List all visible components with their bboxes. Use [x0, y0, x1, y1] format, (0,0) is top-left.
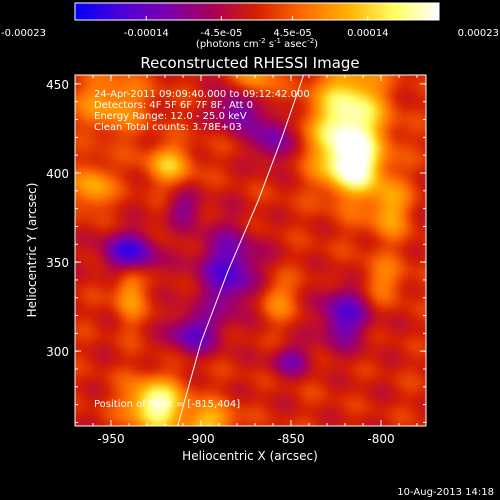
y-tick-label: 450	[46, 78, 69, 92]
colorbar-ticks	[74, 16, 440, 20]
y-axis-ticks: 300 350 400 450	[46, 78, 426, 423]
colorbar-tick-label: -0.00023	[1, 28, 46, 39]
colorbar-tick-label: 4.5e-05	[273, 28, 311, 39]
x-tick-label: -950	[97, 432, 124, 446]
y-axis-label: Heliocentric Y (arcsec)	[25, 183, 39, 318]
annotation-line: 24-Apr-2011 09:09:40.000 to 09:12:42.000	[94, 89, 310, 100]
x-axis-ticks: -950 -900 -850 -800	[74, 75, 418, 446]
colorbar	[74, 2, 440, 21]
colorbar-tick-label: -0.00014	[124, 28, 169, 39]
y-tick-label: 300	[46, 345, 69, 359]
solar-limb-line	[177, 75, 305, 426]
y-tick-label: 400	[46, 167, 69, 181]
observation-annotations: 24-Apr-2011 09:09:40.000 to 09:12:42.000…	[94, 89, 310, 133]
colorbar-tick-label: 0.00014	[347, 28, 388, 39]
annotation-line: Energy Range: 12.0 - 25.0 keV	[94, 111, 247, 122]
plot-frame	[74, 74, 427, 427]
chart-title: Reconstructed RHESSI Image	[140, 54, 359, 72]
x-tick-label: -850	[277, 432, 304, 446]
x-axis-label: Heliocentric X (arcsec)	[182, 449, 318, 463]
footer-date: 10-Aug-2013 14:18	[397, 487, 494, 498]
colorbar-tick-label: -4.5e-05	[200, 28, 242, 39]
peak-position-label: Position of Peak = [-815,404]	[94, 399, 240, 410]
annotation-line: Clean Total counts: 3.78E+03	[94, 122, 242, 133]
colorbar-unit-label: (photons cm-2 s-1 asec-2)	[196, 37, 318, 50]
x-tick-label: -900	[187, 432, 214, 446]
colorbar-tick-labels: -0.00023 -0.00014 -4.5e-05 4.5e-05 0.00014 0.…	[1, 28, 499, 39]
colorbar-tick-label: 0.00023	[458, 28, 499, 39]
annotation-line: Detectors: 4F 5F 6F 7F 8F, Att 0	[94, 100, 253, 111]
heatmap-image	[75, 75, 426, 426]
y-tick-label: 350	[46, 256, 69, 270]
x-tick-label: -800	[367, 432, 394, 446]
